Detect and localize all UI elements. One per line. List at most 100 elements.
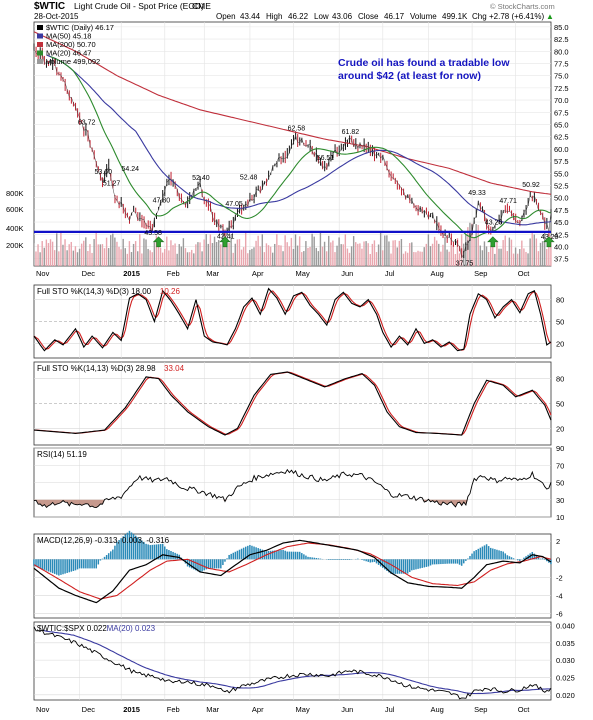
volume-bar — [282, 251, 284, 266]
volume-bar — [392, 240, 394, 266]
macd-hist-bar — [80, 559, 83, 569]
volume-bar — [188, 252, 191, 266]
volume-bar — [367, 243, 369, 266]
macd-hist-bar — [282, 549, 284, 560]
price-x-label: Oct — [518, 269, 531, 278]
price-y-tick: 75.0 — [554, 72, 569, 81]
volume-bar — [238, 239, 241, 266]
macd-hist-bar — [126, 532, 129, 560]
volume-bar — [164, 248, 166, 266]
macd-hist-bar — [134, 535, 137, 560]
sto2-y-tick: 50 — [556, 400, 564, 409]
macd-hist-bar — [537, 556, 540, 560]
volume-bar — [514, 247, 517, 266]
macd-line — [33, 539, 552, 604]
volume-bar — [170, 240, 172, 266]
sto1-legend-entry: 10.26 — [160, 287, 181, 296]
macd-signal-line — [33, 542, 552, 600]
macd-hist-bar — [114, 545, 116, 560]
volume-bar — [411, 242, 413, 266]
macd-hist-bar — [431, 559, 434, 565]
macd-hist-bar — [33, 559, 35, 566]
macd-hist-bar — [209, 559, 212, 569]
macd-hist-bar — [130, 532, 133, 560]
macd-hist-bar — [286, 551, 289, 560]
macd-hist-bar — [516, 559, 519, 561]
sto2-k-line — [33, 371, 552, 436]
volume-bar — [41, 241, 43, 266]
macd-hist-bar — [396, 559, 399, 574]
macd-hist-bar — [309, 557, 311, 560]
volume-bar — [193, 253, 195, 266]
macd-hist-bar — [153, 544, 156, 560]
price-y-tick: 65.0 — [554, 120, 569, 129]
volume-bar — [278, 245, 280, 266]
macd-hist-bar — [242, 547, 245, 560]
macd-hist-bar — [315, 557, 318, 560]
macd-hist-bar — [475, 550, 477, 560]
macd-hist-bar — [45, 559, 48, 571]
macd-hist-bar — [290, 551, 293, 560]
volume-bar — [317, 251, 320, 266]
close-label: Close — [358, 12, 379, 21]
volume-bar — [336, 245, 338, 266]
volume-bar — [232, 252, 234, 266]
price-label: 62.58 — [288, 125, 306, 132]
volume-bar — [346, 248, 349, 266]
macd-hist-bar — [51, 559, 54, 574]
volume-bar — [166, 236, 168, 266]
price-legend-entry: $WTIC (Daily) 46.17 — [46, 23, 114, 32]
volume-bar — [510, 239, 513, 266]
sto2-legend-entry: Full STO %K(14,13) %D(3) 28.98 — [37, 364, 156, 373]
macd-hist-bar — [369, 559, 372, 563]
volume-bar — [394, 240, 396, 266]
macd-hist-bar — [203, 559, 205, 571]
macd-hist-bar — [168, 550, 170, 560]
sto1-y-tick: 80 — [556, 296, 564, 305]
rsi-line — [33, 468, 552, 509]
volume-bar — [280, 245, 282, 266]
volume-bar — [485, 246, 488, 266]
macd-hist-bar — [458, 559, 461, 565]
macd-hist-bar — [510, 557, 513, 560]
price-close-line — [33, 49, 552, 259]
volume-bar — [126, 253, 129, 266]
macd-hist-bar — [307, 556, 309, 560]
macd-hist-bar — [305, 555, 307, 560]
macd-hist-bar — [261, 549, 264, 560]
volume-bar — [190, 249, 193, 266]
volume-bar — [47, 243, 50, 266]
volume-bar — [361, 248, 363, 266]
macd-hist-bar — [330, 559, 332, 560]
macd-hist-bar — [151, 544, 154, 560]
volume-bar — [203, 239, 205, 266]
price-legend-entry: MA(20) 46.47 — [46, 49, 91, 58]
macd-hist-bar — [132, 534, 135, 560]
volume-bar — [176, 253, 178, 266]
macd-histogram — [33, 530, 552, 576]
macd-hist-bar — [222, 559, 224, 566]
volume-bar — [215, 242, 218, 266]
volume-bar — [390, 253, 392, 266]
macd-hist-bar — [230, 553, 232, 560]
volume-bar — [425, 243, 428, 266]
chg-label: Chg — [472, 12, 487, 21]
bottom-x-label: Dec — [82, 705, 96, 714]
macd-hist-bar — [406, 559, 409, 574]
volume-bar — [417, 250, 419, 266]
price-y-tick: 55.0 — [554, 169, 569, 178]
volume-bar — [168, 250, 170, 266]
macd-legend-entry: MACD(12,26,9) -0.313, 0.003, -0.316 — [37, 536, 170, 545]
macd-hist-bar — [357, 558, 359, 560]
volume-bar — [288, 246, 290, 266]
legend-swatch — [37, 25, 43, 30]
volume-bar — [97, 244, 99, 266]
macd-hist-bar — [149, 545, 151, 560]
volume-bar — [182, 238, 185, 266]
volume-bar — [213, 236, 216, 266]
sto1-y-tick: 20 — [556, 339, 564, 348]
macd-hist-bar — [280, 550, 282, 560]
volume-bar — [274, 243, 276, 266]
volume-bar — [319, 232, 322, 266]
